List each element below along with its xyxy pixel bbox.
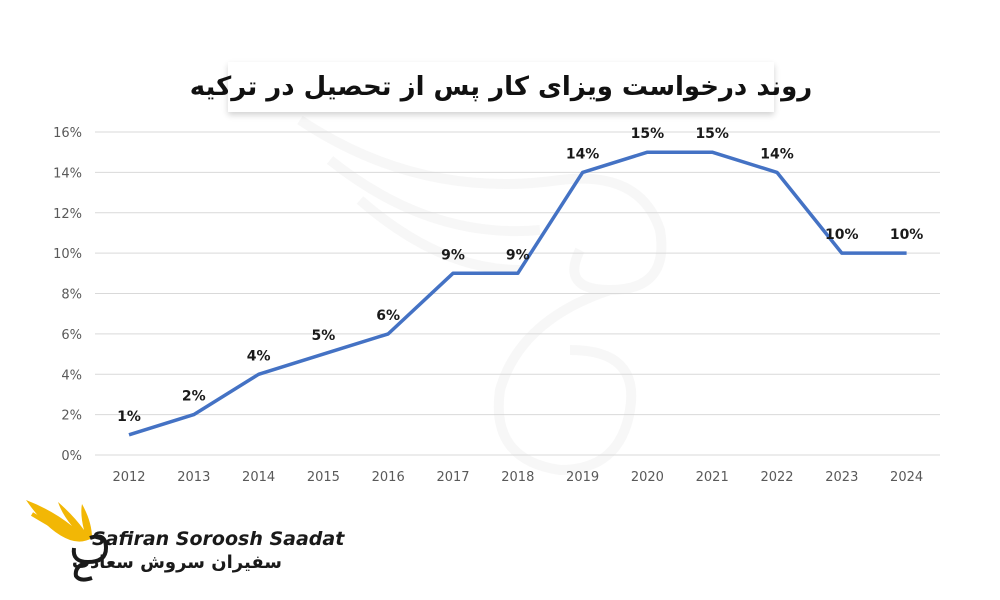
x-axis: 2012 2013 2014 2015 2016 2017 2018 2019 2020 2021… [112, 470, 923, 485]
data-label: 14% [566, 146, 600, 162]
y-tick-label: 6% [61, 328, 82, 343]
x-tick-label: 2014 [242, 470, 275, 485]
y-tick-label: 8% [61, 288, 82, 303]
chart-title: روند درخواست ویزای کار پس از تحصیل در تر… [189, 72, 813, 102]
watermark-logo-icon [297, 115, 667, 476]
x-tick-label: 2013 [177, 470, 210, 485]
x-tick-label: 2022 [760, 470, 793, 485]
data-label: 10% [890, 227, 924, 243]
y-tick-label: 2% [61, 409, 82, 424]
x-tick-label: 2017 [436, 470, 469, 485]
x-tick-label: 2016 [372, 470, 405, 485]
y-tick-label: 14% [53, 166, 82, 181]
data-label: 4% [247, 348, 271, 364]
y-tick-label: 4% [61, 368, 82, 383]
data-label: 1% [117, 409, 141, 425]
brand-name-en: Safiran Soroosh Saadat [92, 528, 345, 550]
data-label: 5% [312, 328, 336, 344]
x-tick-label: 2023 [825, 470, 858, 485]
winged-s-logo-icon [26, 500, 109, 582]
x-tick-label: 2021 [696, 470, 729, 485]
x-tick-label: 2012 [112, 470, 145, 485]
brand-name-fa: سفیران سروش سعادت [71, 552, 282, 573]
gridlines [95, 131, 940, 456]
data-label: 14% [760, 146, 794, 162]
data-label: 9% [441, 247, 465, 263]
data-label: 10% [825, 227, 859, 243]
data-label: 6% [376, 308, 400, 324]
chart-title-box: روند درخواست ویزای کار پس از تحصیل در تر… [190, 62, 812, 112]
data-labels: 1% 2% 4% 5% 6% 9% 9% 14% 15% 15% 14% 10% 10% [117, 126, 923, 425]
data-label: 15% [631, 126, 665, 142]
x-tick-label: 2024 [890, 470, 923, 485]
x-tick-label: 2020 [631, 470, 664, 485]
data-label: 9% [506, 247, 530, 263]
data-label: 2% [182, 389, 206, 405]
y-tick-label: 16% [53, 126, 82, 141]
x-tick-label: 2019 [566, 470, 599, 485]
y-tick-label: 12% [53, 207, 82, 222]
series-line [128, 150, 907, 437]
y-tick-label: 0% [61, 449, 82, 464]
y-axis: 0% 2% 4% 6% 8% 10% 12% 14% 16% [53, 126, 82, 464]
y-tick-label: 10% [53, 247, 82, 262]
data-label: 15% [695, 126, 729, 142]
x-tick-label: 2018 [501, 470, 534, 485]
x-tick-label: 2015 [307, 470, 340, 485]
